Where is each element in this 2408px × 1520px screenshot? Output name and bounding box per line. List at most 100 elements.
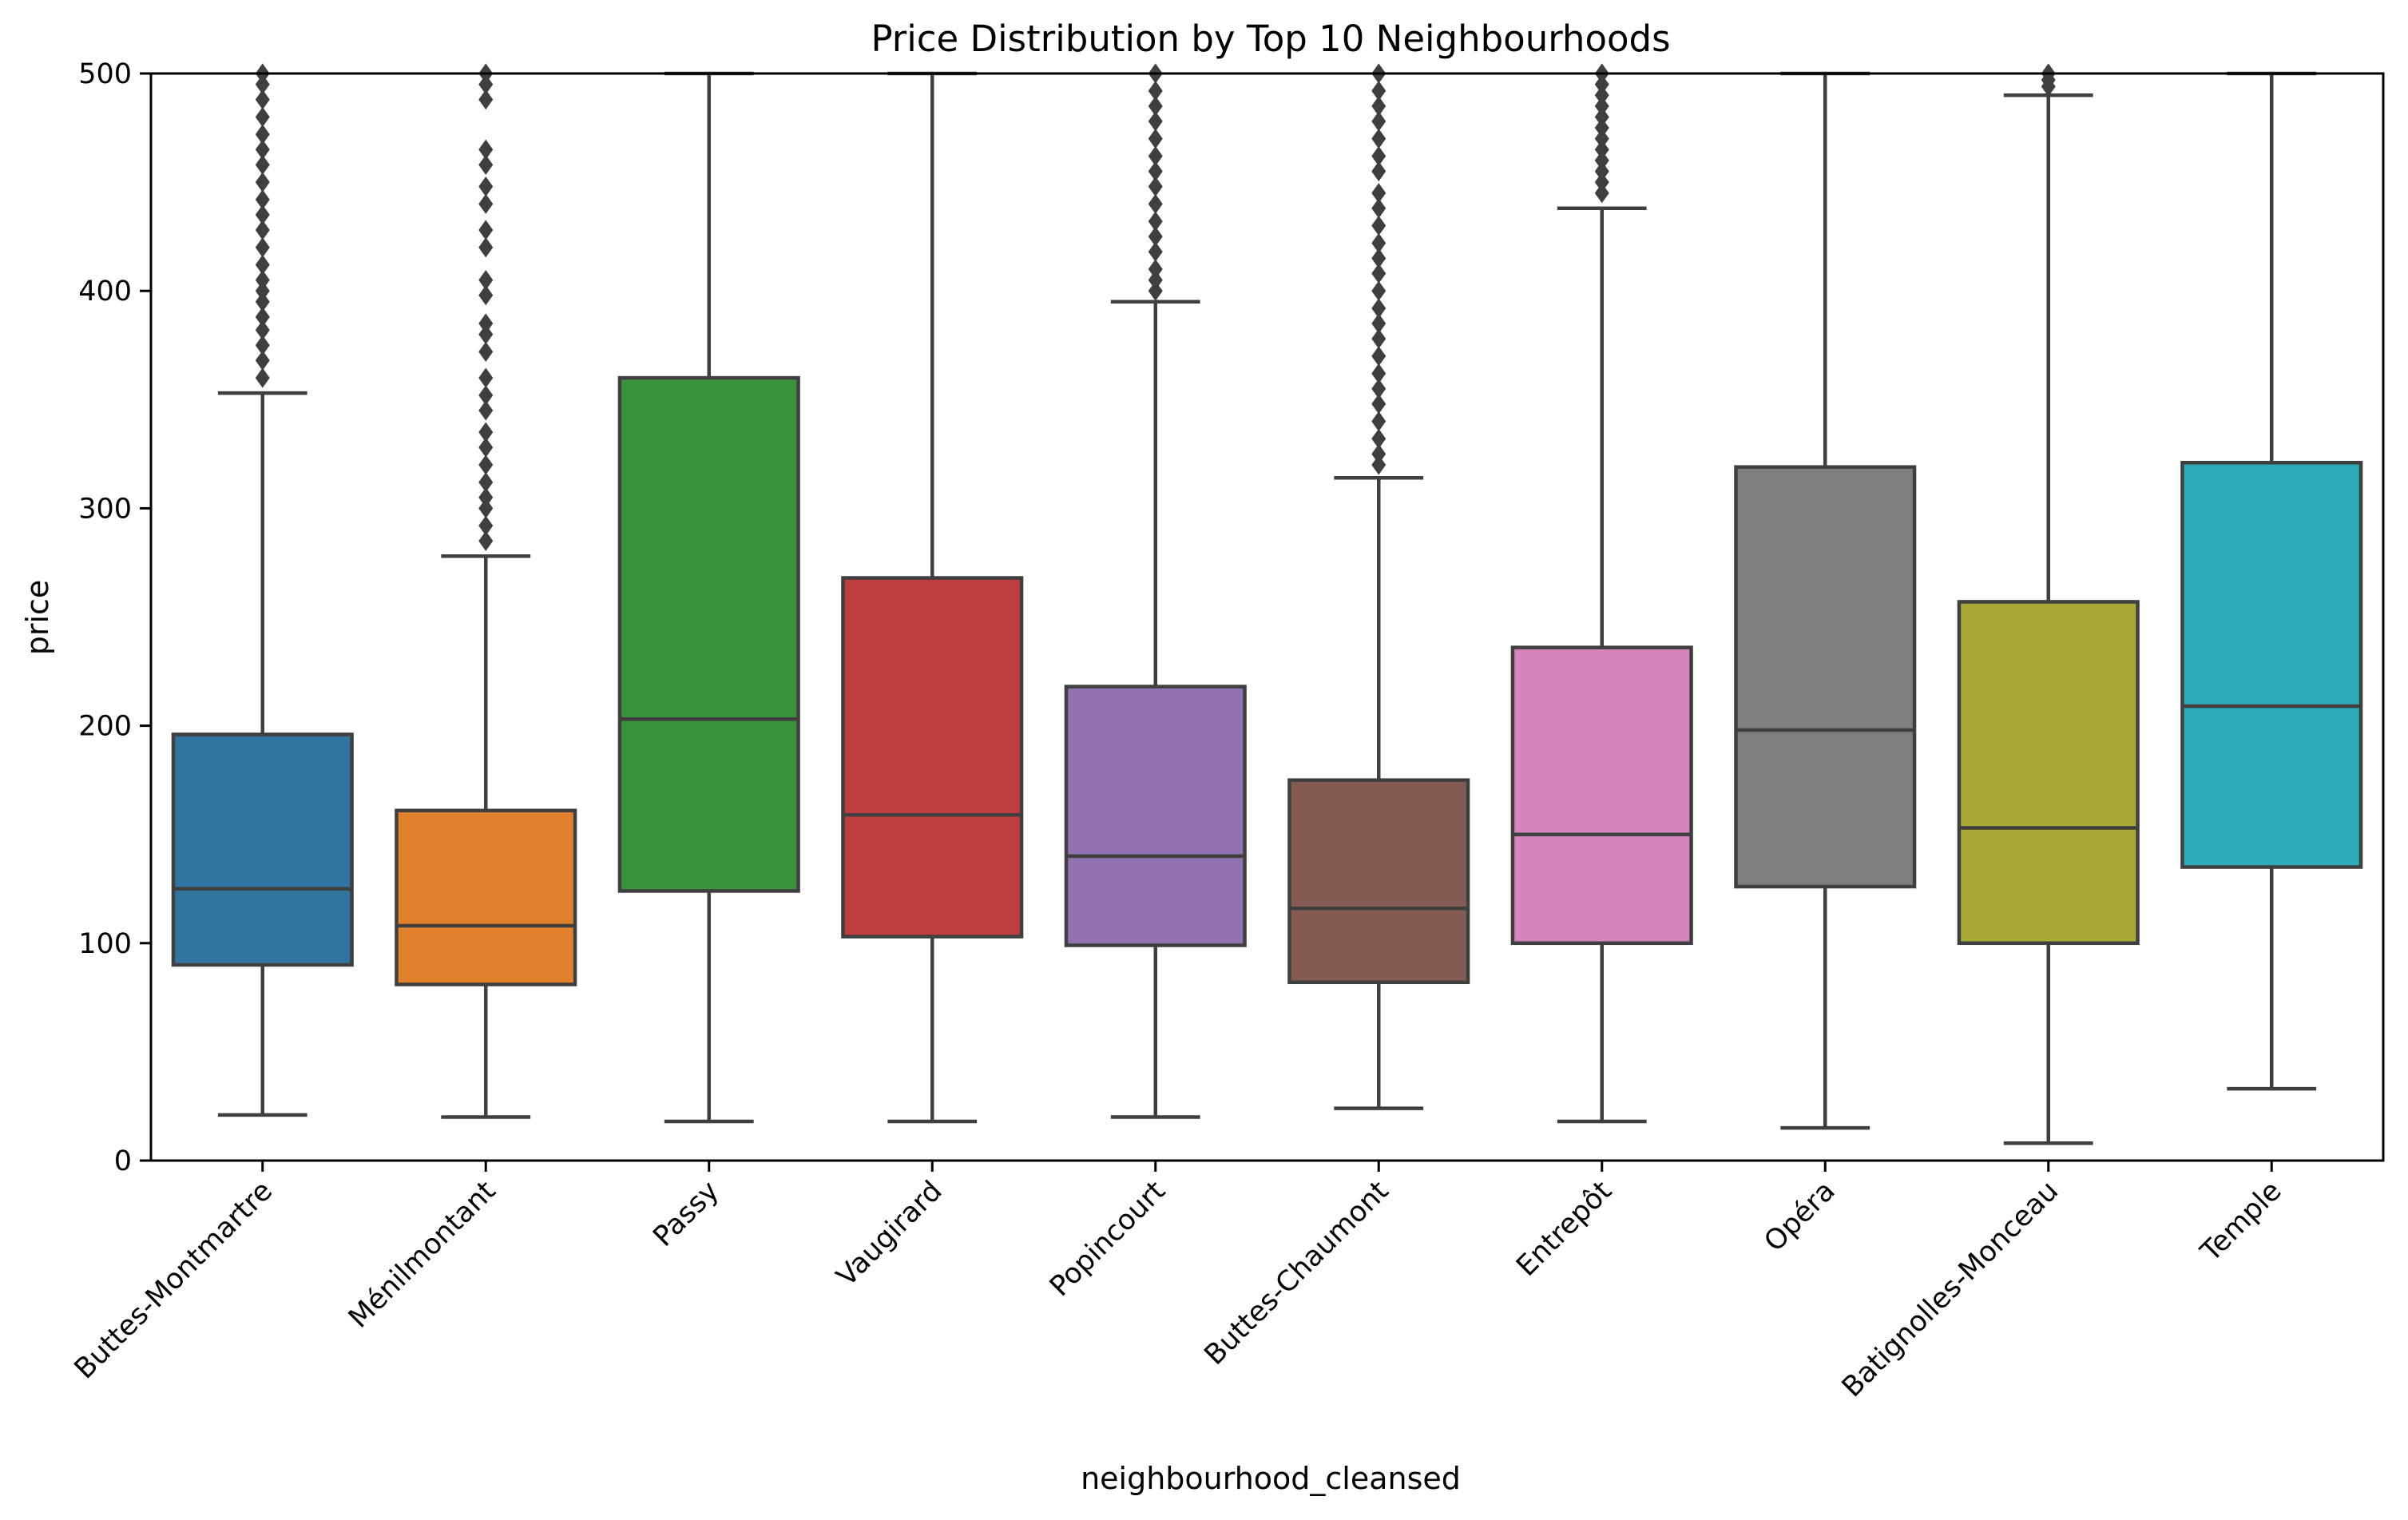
outlier-marker: [1594, 129, 1609, 149]
outlier-marker: [1594, 85, 1609, 105]
y-tick-label: 200: [78, 711, 132, 743]
outlier-marker: [1371, 111, 1386, 132]
x-tick-label: Ménilmontant: [343, 1175, 502, 1335]
outlier-marker: [478, 139, 494, 160]
x-tick-label: Popincourt: [1044, 1175, 1172, 1303]
outlier-marker: [1148, 176, 1163, 197]
x-tick-label: Opéra: [1759, 1175, 1842, 1258]
outlier-marker: [255, 237, 270, 258]
outlier-marker: [1594, 74, 1609, 95]
outlier-marker: [255, 367, 270, 388]
outlier-marker: [478, 324, 494, 345]
x-tick-label: Buttes-Chaumont: [1199, 1175, 1395, 1371]
outlier-marker: [1371, 198, 1386, 219]
outlier-marker: [255, 269, 270, 291]
box-group: [841, 71, 1024, 1124]
outlier-marker: [1594, 117, 1609, 138]
outlier-marker: [478, 530, 494, 551]
outlier-marker: [255, 189, 270, 210]
outlier-marker: [1148, 145, 1163, 167]
outlier-marker: [1371, 232, 1386, 253]
outlier-marker: [1148, 259, 1163, 280]
outlier-marker: [478, 313, 494, 334]
outlier-marker: [1371, 428, 1386, 449]
box-group: [617, 71, 800, 1124]
outlier-marker: [1371, 363, 1386, 384]
x-tick-label: Batignolles-Monceau: [1836, 1175, 2065, 1403]
outlier-marker: [478, 154, 494, 175]
outlier-marker: [1371, 443, 1386, 464]
iqr-box: [1510, 645, 1693, 946]
outlier-marker: [1371, 263, 1386, 284]
plot-area: [171, 63, 2363, 1145]
y-tick-label: 500: [78, 58, 132, 90]
x-tick-label: Buttes-Montmartre: [69, 1175, 279, 1385]
outlier-marker: [478, 341, 494, 363]
iqr-box: [171, 732, 354, 967]
box-group: [2180, 71, 2363, 1091]
x-tick-label: Vaugirard: [831, 1175, 949, 1293]
outlier-marker: [1594, 150, 1609, 171]
outlier-marker: [255, 204, 270, 225]
y-tick-label: 400: [78, 276, 132, 308]
outlier-marker: [1371, 81, 1386, 101]
outlier-marker: [255, 154, 270, 175]
box-group: [1510, 63, 1693, 1124]
outlier-marker: [478, 400, 494, 421]
x-axis: Buttes-Montmartre Ménilmontant Passy Vaugir…: [69, 1161, 2288, 1403]
outlier-marker: [255, 254, 270, 276]
outlier-marker: [1371, 394, 1386, 415]
outlier-marker: [478, 367, 494, 388]
chart-title: Price Distribution by Top 10 Neighbourho…: [871, 18, 1670, 60]
outlier-marker: [1148, 241, 1163, 262]
outlier-marker: [255, 124, 270, 145]
box-group: [171, 63, 354, 1117]
outlier-marker: [255, 220, 270, 240]
outlier-marker: [1371, 145, 1386, 167]
outlier-marker: [255, 280, 270, 301]
outlier-marker: [255, 106, 270, 128]
outlier-marker: [1371, 248, 1386, 268]
outlier-marker: [1148, 269, 1163, 291]
outlier-marker: [1148, 211, 1163, 232]
box-group: [1734, 71, 1917, 1130]
outlier-marker: [255, 139, 270, 160]
outlier-marker: [1371, 328, 1386, 349]
x-tick-label: Entrepôt: [1510, 1175, 1618, 1283]
x-tick-label: Temple: [2195, 1175, 2288, 1268]
y-axis: 0 100 200 300 400 500: [78, 58, 151, 1177]
outlier-marker: [1371, 280, 1386, 301]
iqr-box: [1064, 685, 1247, 947]
box-group: [1287, 63, 1470, 1110]
outlier-marker: [1371, 313, 1386, 334]
x-axis-label: neighbourhood_cleansed: [1081, 1461, 1461, 1496]
outlier-marker: [1371, 379, 1386, 399]
outlier-marker: [255, 350, 270, 371]
outlier-marker: [478, 437, 494, 458]
outlier-marker: [1148, 129, 1163, 149]
outlier-marker: [478, 515, 494, 536]
outlier-marker: [1371, 215, 1386, 236]
outlier-marker: [255, 307, 270, 327]
iqr-box: [1734, 465, 1917, 889]
outlier-marker: [1148, 161, 1163, 182]
box-group: [1957, 63, 2140, 1145]
outlier-marker: [255, 292, 270, 312]
outlier-marker: [478, 89, 494, 110]
outlier-marker: [255, 172, 270, 192]
outlier-marker: [255, 89, 270, 110]
outlier-marker: [1594, 106, 1609, 128]
outlier-marker: [478, 193, 494, 214]
outlier-marker: [478, 269, 494, 291]
outlier-marker: [255, 74, 270, 95]
outlier-marker: [1594, 183, 1609, 204]
outlier-marker: [1371, 298, 1386, 319]
outlier-marker: [478, 74, 494, 95]
outlier-marker: [1148, 81, 1163, 101]
outlier-marker: [1148, 226, 1163, 247]
y-axis-label: price: [20, 580, 55, 656]
iqr-box: [617, 375, 800, 893]
outlier-marker: [1594, 96, 1609, 117]
outlier-marker: [1148, 96, 1163, 117]
